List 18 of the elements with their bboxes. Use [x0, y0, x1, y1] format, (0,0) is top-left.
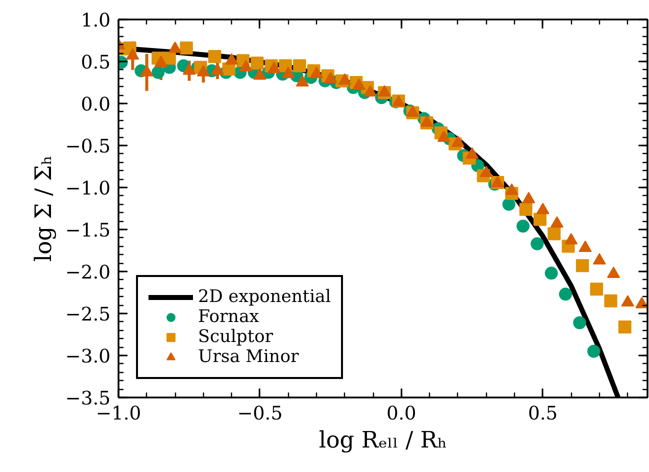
legend-label: 2D exponential: [198, 287, 331, 307]
legend-label: Fornax: [198, 307, 260, 327]
y-tick-label: 1.0: [80, 10, 110, 32]
y-tick-label: 0.0: [80, 94, 110, 116]
y-tick-label: −1.5: [65, 220, 111, 242]
x-tick-label: 0.0: [386, 404, 416, 424]
y-tick-label: −2.5: [65, 304, 111, 326]
y-tick-label: −1.0: [65, 178, 111, 200]
x-axis-title: log Rₑₗₗ / Rₕ: [318, 428, 448, 454]
y-tick-label: −0.5: [65, 136, 111, 158]
legend-label: Ursa Minor: [198, 347, 299, 367]
x-tick-label: −0.5: [237, 404, 283, 424]
legend-label: Sculptor: [198, 327, 274, 347]
y-tick-label: −2.0: [65, 262, 111, 284]
y-axis-title: log Σ / Σₕ: [31, 155, 58, 262]
y-tick-label: −3.0: [65, 346, 111, 368]
y-tick-label: 0.5: [80, 52, 110, 74]
x-tick-label: 0.5: [528, 404, 558, 424]
